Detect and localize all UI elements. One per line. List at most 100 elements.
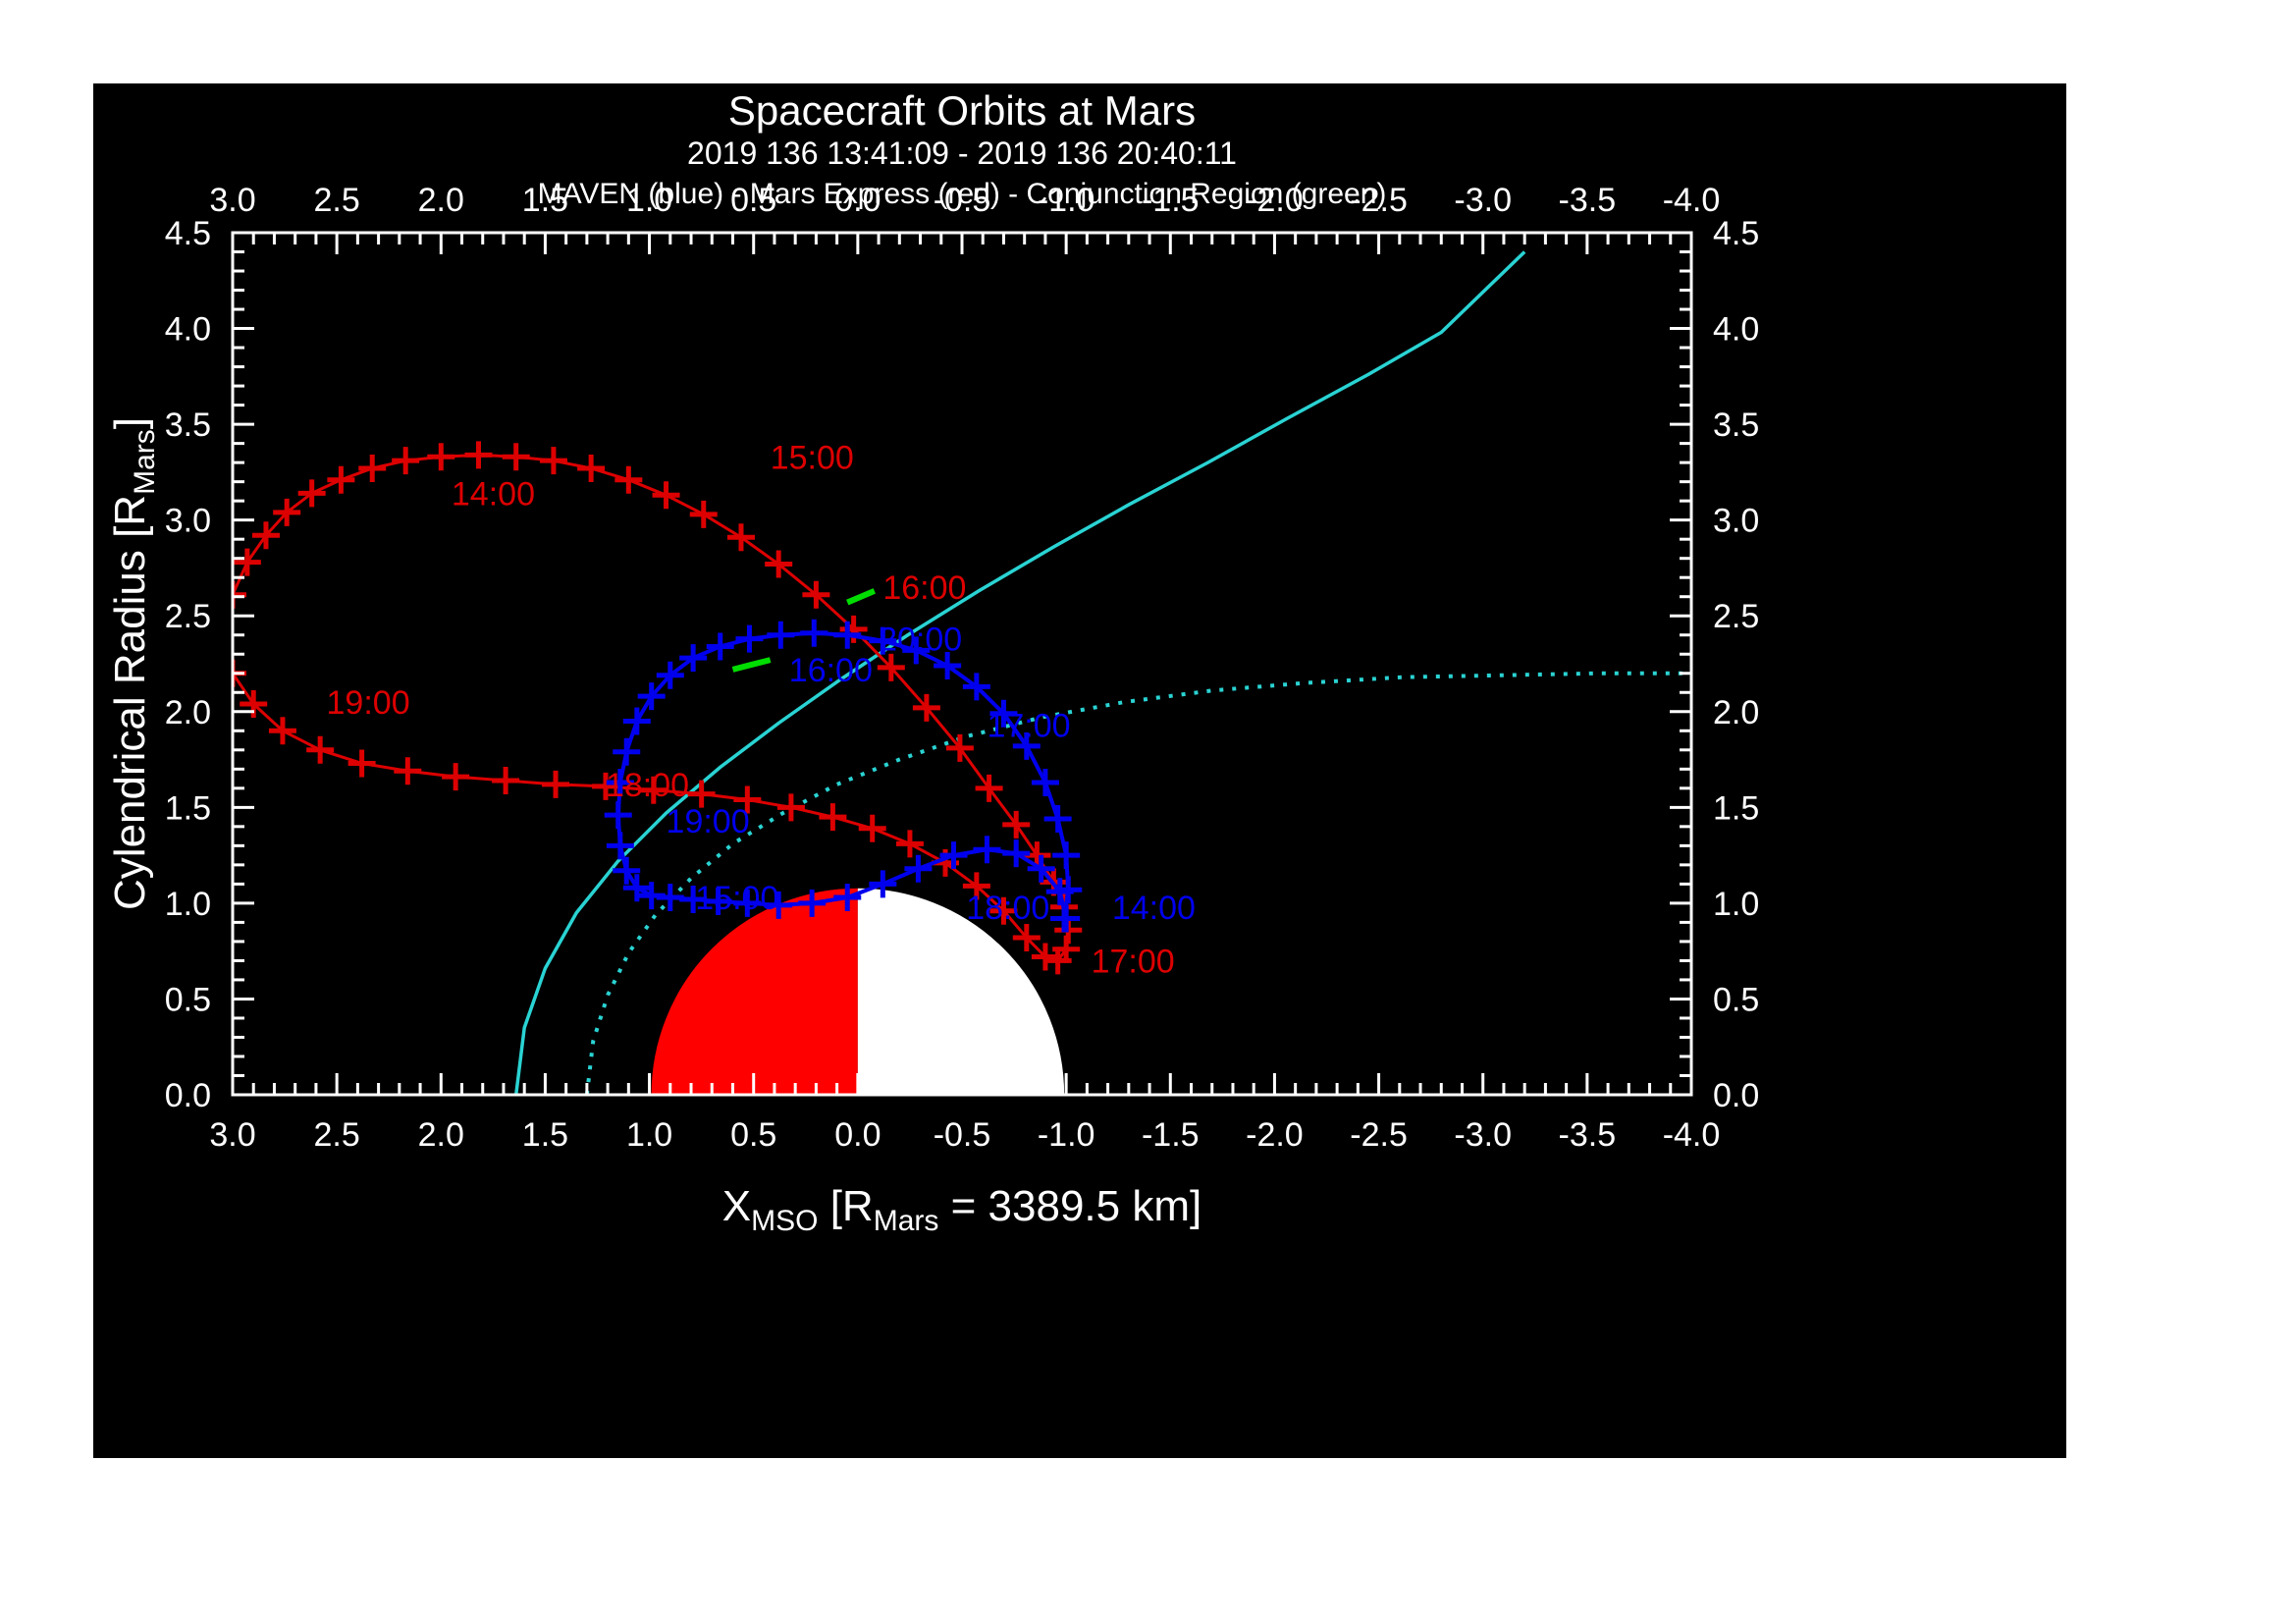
maven-marker: [798, 889, 827, 917]
mars-express-marker: [502, 443, 530, 471]
maven-marker: [989, 699, 1018, 728]
time-label-mars-express-1500: 15:00: [771, 439, 854, 476]
maven-marker: [735, 624, 764, 653]
maven-marker: [604, 801, 632, 830]
mars-express-marker: [733, 785, 762, 814]
plot-subtitle: 2019 136 13:41:09 - 2019 136 20:40:11: [687, 135, 1237, 171]
mars-express-marker: [858, 814, 886, 842]
plot-figure: Spacecraft Orbits at Mars 2019 136 13:41:…: [93, 83, 2066, 1458]
conjunction-segment-0: [846, 588, 877, 606]
maven-marker: [637, 682, 666, 711]
mars-express-marker: [427, 443, 455, 471]
mars-express-marker: [689, 500, 718, 528]
mars-express-marker: [726, 523, 755, 552]
ytick-label-left-8: 4.0: [165, 311, 211, 349]
xtick-label-top-12: -3.0: [1454, 182, 1512, 219]
maven-marker: [613, 737, 641, 766]
xtick-label-bottom-3: 1.5: [522, 1116, 568, 1154]
ytick-label-left-9: 4.5: [165, 215, 211, 252]
ytick-label-right-6: 3.0: [1713, 503, 1759, 540]
mars-express-marker: [297, 479, 326, 508]
mars-express-marker: [442, 763, 470, 791]
xtick-label-top-6: 0.0: [834, 182, 881, 219]
xtick-label-bottom-2: 2.0: [418, 1116, 464, 1154]
time-label-maven-1600: 16:00: [789, 652, 873, 689]
maven-marker: [679, 885, 708, 913]
xtick-label-top-8: -1.0: [1038, 182, 1095, 219]
maven-marker: [1002, 839, 1031, 868]
ytick-label-right-3: 1.5: [1713, 789, 1759, 827]
ytick-label-right-2: 1.0: [1713, 886, 1759, 923]
mars-express-marker: [614, 465, 643, 494]
xtick-label-bottom-5: 0.5: [730, 1116, 776, 1154]
mars-outline: [647, 884, 1069, 1095]
mars-express-marker: [273, 498, 301, 526]
maven-marker: [869, 870, 897, 898]
xtick-label-bottom-1: 2.5: [314, 1116, 360, 1154]
mars-express-marker: [945, 733, 974, 762]
maven-marker: [606, 832, 634, 860]
mpb-curve: [584, 671, 1691, 1095]
maven-track: [615, 630, 1071, 919]
maven-marker: [939, 841, 968, 870]
maven-marker: [606, 768, 634, 796]
ytick-label-right-5: 2.5: [1713, 598, 1759, 635]
ytick-label-right-9: 4.5: [1713, 215, 1759, 252]
mars-express-marker: [819, 803, 847, 832]
xtick-label-top-14: -4.0: [1663, 182, 1721, 219]
mars-dayside-half: [649, 886, 858, 1095]
time-label-maven-1800: 18:00: [966, 890, 1049, 927]
xtick-label-top-13: -3.5: [1559, 182, 1617, 219]
maven-marker: [1012, 731, 1041, 760]
plot-title: Spacecraft Orbits at Mars: [728, 87, 1196, 134]
xtick-label-bottom-0: 3.0: [209, 1116, 255, 1154]
xtick-label-top-0: 3.0: [209, 182, 255, 219]
mars-express-marker: [392, 447, 420, 475]
maven-marker: [1043, 805, 1072, 834]
xtick-label-bottom-12: -3.0: [1454, 1116, 1512, 1154]
maven-marker: [833, 621, 862, 649]
mars-express-marker: [839, 615, 868, 643]
ytick-label-left-5: 2.5: [165, 598, 211, 635]
plot-legend-line: MAVEN (blue) - Mars Express (red) - Conj…: [538, 178, 1387, 210]
time-label-maven-1700: 17:00: [987, 707, 1070, 744]
mars-express-marker: [394, 757, 422, 785]
xtick-label-bottom-9: -1.5: [1142, 1116, 1200, 1154]
xtick-label-top-9: -1.5: [1142, 182, 1200, 219]
y-axis-label: Cylendrical Radius [RMars]: [106, 417, 161, 910]
xtick-label-bottom-13: -3.5: [1559, 1116, 1617, 1154]
xtick-label-top-2: 2.0: [418, 182, 464, 219]
maven-marker: [1054, 876, 1083, 904]
maven-marker: [1050, 904, 1079, 933]
maven-marker: [973, 836, 1001, 864]
data-curves: [233, 250, 1691, 1095]
xtick-label-top-10: -2.0: [1246, 182, 1304, 219]
mars-express-marker: [1031, 943, 1059, 971]
time-label-maven-1400: 14:00: [1112, 890, 1196, 927]
ytick-label-right-0: 0.0: [1713, 1077, 1759, 1114]
xtick-label-top-7: -0.5: [934, 182, 991, 219]
mars-nightside-half: [857, 886, 1067, 1095]
mars-express-marker: [233, 580, 246, 609]
bow-shock-curve: [513, 250, 1526, 1095]
maven-marker: [704, 887, 732, 915]
maven-marker: [656, 661, 684, 689]
mars-express-marker: [962, 872, 990, 900]
mars-express-marker: [306, 735, 335, 764]
mars-express-marker: [912, 693, 940, 722]
maven-marker: [904, 854, 933, 883]
maven-marker: [637, 882, 666, 910]
maven-marker: [1052, 841, 1081, 870]
ytick-label-left-1: 0.5: [165, 981, 211, 1018]
mars-express-marker: [251, 521, 280, 550]
maven-marker: [765, 891, 793, 919]
ytick-label-left-0: 0.0: [165, 1077, 211, 1114]
mars-express-marker: [877, 653, 905, 681]
mars-express-marker: [989, 896, 1018, 925]
mars-express-marker: [765, 550, 793, 578]
xtick-label-top-4: 1.0: [626, 182, 672, 219]
xtick-label-top-5: 0.5: [730, 182, 776, 219]
mars-express-marker: [492, 767, 520, 795]
mars-express-marker: [268, 717, 296, 745]
time-label-maven-1900: 19:00: [667, 803, 750, 840]
